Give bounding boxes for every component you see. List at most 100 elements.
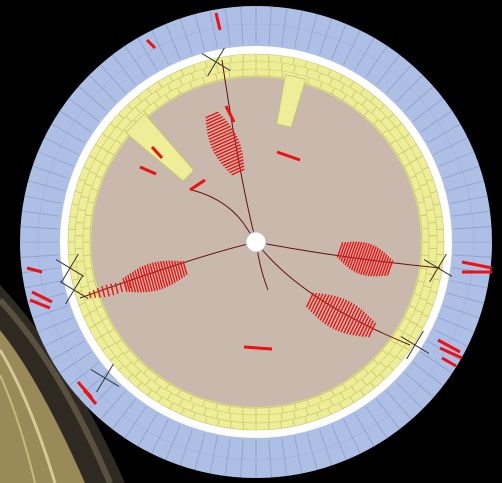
inner-segment-line xyxy=(134,370,141,378)
inner-segment-line xyxy=(292,419,295,427)
outer-segment-line xyxy=(137,413,158,447)
inner-segment-line xyxy=(78,178,86,182)
inner-segment-line xyxy=(426,302,434,306)
hit-cluster-left xyxy=(136,268,145,293)
inner-segment-line xyxy=(96,305,103,309)
hit-cluster-lower-right xyxy=(317,294,330,319)
inner-segment-line xyxy=(84,183,93,187)
inner-segment-line xyxy=(116,125,124,132)
outer-segment-line xyxy=(209,436,218,474)
hit-segment xyxy=(243,345,273,351)
inner-segment-line xyxy=(83,254,91,256)
inner-segment-line xyxy=(84,297,93,301)
hit-cluster-upper xyxy=(207,125,232,138)
inner-segment-line xyxy=(71,203,79,206)
inner-segment-line xyxy=(83,313,91,318)
inner-segment-line xyxy=(413,292,421,296)
inner-segment-line xyxy=(338,74,343,82)
outer-segment-line xyxy=(24,280,62,289)
hit-cluster-left-outer xyxy=(110,283,115,296)
inner-segment-line xyxy=(430,190,438,194)
inner-segment-line xyxy=(417,201,425,204)
inner-segment-line xyxy=(430,290,438,294)
outer-segment-line xyxy=(433,329,468,347)
inner-segment-line xyxy=(230,421,232,429)
hit-cluster-lower-right xyxy=(321,295,336,323)
inner-segment-line xyxy=(76,221,85,224)
hit-segment xyxy=(441,356,457,368)
inner-segment-line xyxy=(229,62,232,71)
outer-segment-line xyxy=(376,398,400,430)
inner-segment-line xyxy=(77,273,86,276)
inner-segment-line xyxy=(77,208,86,211)
inner-segment-line xyxy=(403,147,411,153)
inner-segment-line xyxy=(416,324,424,329)
inner-segment-line xyxy=(177,87,181,95)
outer-segment-line xyxy=(21,210,60,217)
outer-segment-line xyxy=(51,123,85,144)
inner-segment-line xyxy=(421,166,429,171)
track-line xyxy=(255,241,411,346)
inner-segment-line xyxy=(180,407,185,415)
outer-segment-line xyxy=(331,23,347,60)
hit-cluster-lower-right xyxy=(324,296,339,325)
inner-segment-line xyxy=(397,151,404,156)
inner-segment-line xyxy=(133,359,139,365)
inner-segment-line xyxy=(109,355,116,361)
hit-cluster-lower-right xyxy=(319,295,333,321)
inner-segment-line xyxy=(202,77,206,85)
inner-segment-line xyxy=(413,188,421,192)
inner-segment-line xyxy=(403,317,411,321)
inner-segment-line xyxy=(329,77,334,86)
hit-segment xyxy=(29,298,51,310)
inner-segment-line xyxy=(421,228,429,230)
outer-calorimeter-segments xyxy=(20,6,492,478)
inner-segment-line xyxy=(409,158,418,164)
outer-segment-line xyxy=(452,210,491,217)
hit-cluster-right xyxy=(367,247,380,277)
hit-cluster-lower-right xyxy=(346,307,361,335)
inner-segment-line xyxy=(268,407,270,415)
inner-segment-line xyxy=(342,383,347,390)
muon-markers xyxy=(55,47,453,393)
inner-segment-line xyxy=(85,267,93,270)
inner-segment-line xyxy=(115,139,122,145)
inner-segment-line xyxy=(435,216,443,218)
hit-cluster-upper xyxy=(215,144,241,157)
inner-segment-line xyxy=(203,68,207,77)
hit-cluster-left xyxy=(168,260,176,283)
inner-segment-line xyxy=(78,302,86,306)
outer-segment-line xyxy=(306,433,318,471)
inner-segment-line xyxy=(338,402,343,410)
inner-segment-line xyxy=(373,119,379,125)
outer-segment-line xyxy=(294,436,303,474)
hit-cluster-left xyxy=(157,261,166,288)
inner-segment-line xyxy=(268,61,270,70)
inner-segment-line xyxy=(143,110,149,117)
hit-cluster-lower-right xyxy=(352,311,365,336)
hit-cluster-left xyxy=(124,276,131,293)
inner-segment-line xyxy=(203,407,207,416)
inner-segment-line xyxy=(396,355,403,361)
hit-cluster-left-outer xyxy=(88,291,92,299)
outer-segment-line xyxy=(165,424,181,461)
inner-segment-line xyxy=(216,65,219,74)
inner-segment-line xyxy=(74,190,82,194)
hit-cluster-left-outer xyxy=(97,287,101,298)
outer-segment-line xyxy=(427,123,461,144)
inner-segment-line xyxy=(127,374,133,380)
inner-calorimeter-segments xyxy=(67,53,445,431)
hit-segment xyxy=(139,165,157,176)
hit-cluster-left xyxy=(165,260,174,285)
hit-cluster-right xyxy=(346,241,358,268)
inner-segment-line xyxy=(101,317,109,321)
inner-segment-line xyxy=(228,405,231,413)
tracker-boundary xyxy=(89,75,423,409)
hit-cluster-right xyxy=(365,246,377,276)
hit-cluster-left xyxy=(151,262,161,290)
hit-cluster-left xyxy=(162,260,171,286)
inner-segment-line xyxy=(371,106,378,114)
outer-segment-line xyxy=(194,13,206,51)
hit-cluster-lower-right xyxy=(340,303,356,333)
hit-cluster-left-outer xyxy=(101,286,106,298)
